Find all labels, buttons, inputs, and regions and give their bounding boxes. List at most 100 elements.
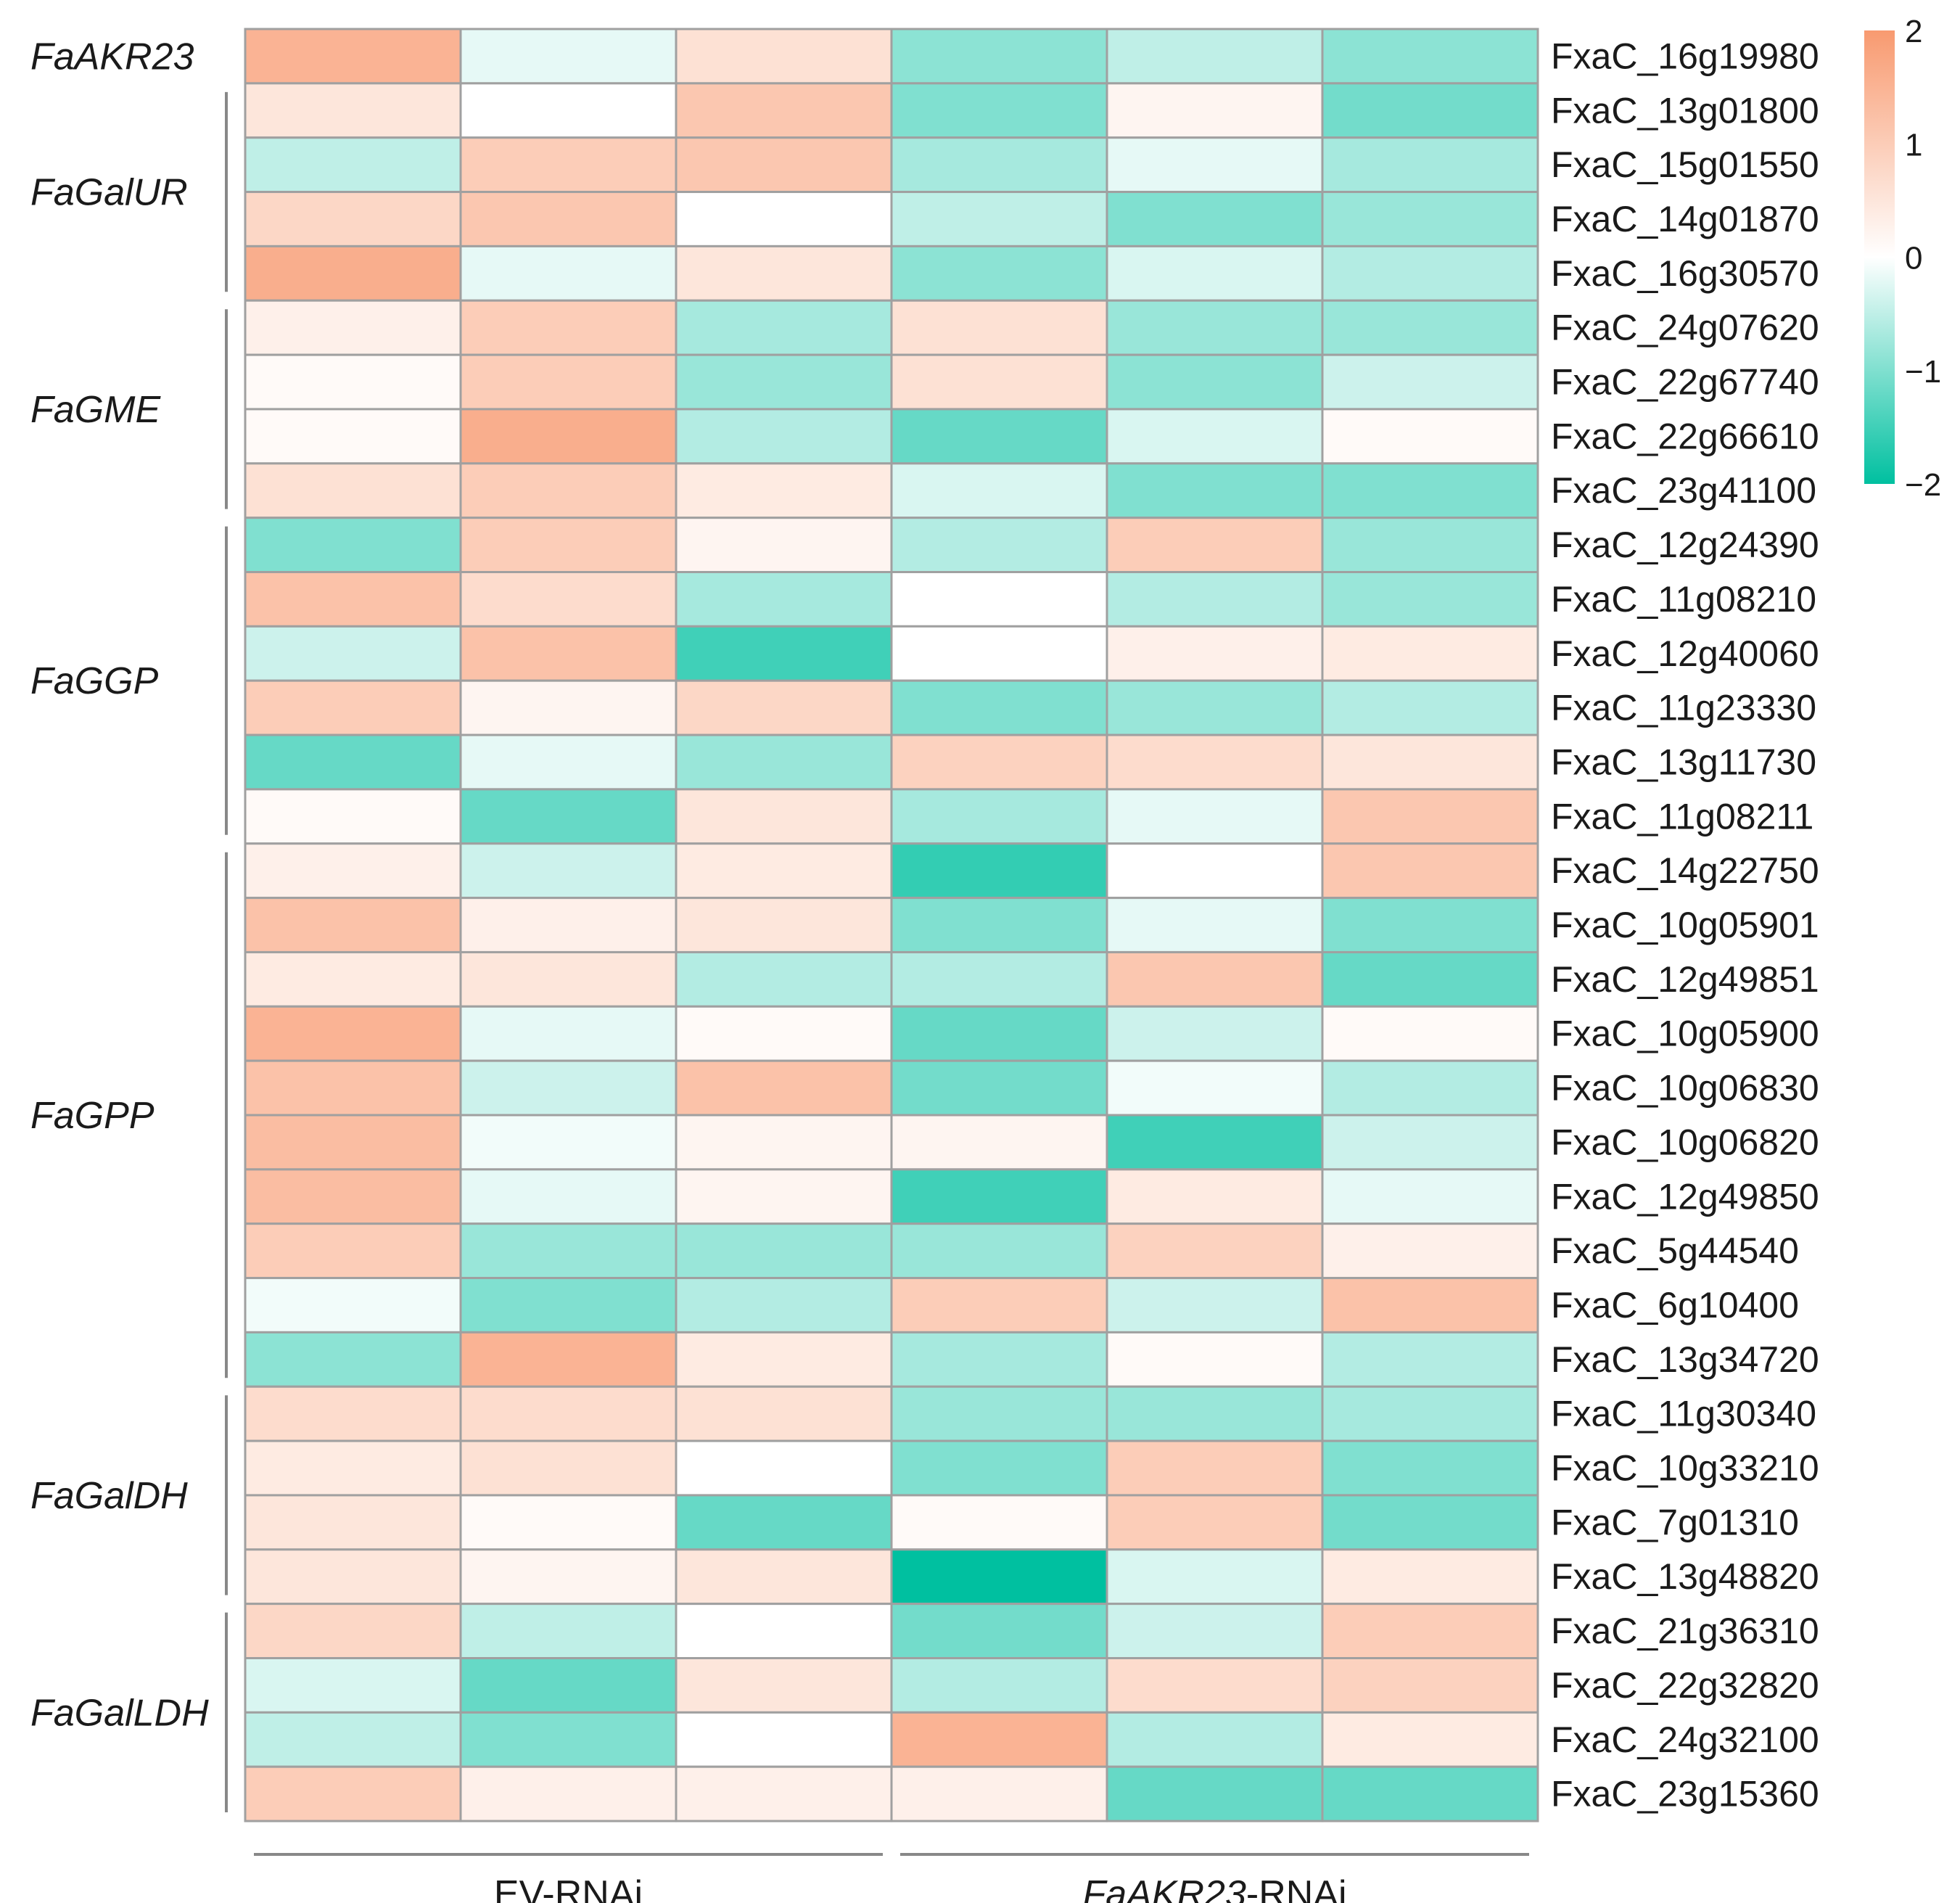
heatmap-cell: [1321, 299, 1539, 356]
heatmap-cell: [1321, 1222, 1539, 1280]
row-label: FxaC_13g48820: [1551, 1556, 1819, 1597]
heatmap-cell: [1321, 1059, 1539, 1117]
row-group-labels: FaAKR23 FaGalUR FaGME FaGGP FaGPP FaGalDH FaGa…: [30, 36, 228, 1813]
heatmap-cell: [459, 299, 678, 356]
row-label: FxaC_21g36310: [1551, 1611, 1819, 1651]
row-label: FxaC_12g49850: [1551, 1176, 1819, 1217]
heatmap-cell: [1105, 1494, 1324, 1551]
heatmap-cell: [244, 571, 462, 628]
heatmap-cell: [459, 1114, 678, 1171]
row-label: FxaC_11g30340: [1551, 1394, 1816, 1434]
legend-tick-label: 0: [1905, 241, 1922, 276]
heatmap-cell: [1321, 571, 1539, 628]
heatmap-cell: [244, 1331, 462, 1388]
heatmap-cell: [675, 82, 893, 139]
heatmap-cell: [459, 82, 678, 139]
heatmap-cell: [675, 1548, 893, 1606]
heatmap-cell: [890, 82, 1108, 139]
row-label: FxaC_24g32100: [1551, 1719, 1819, 1760]
legend-tick-label: −2: [1905, 467, 1941, 503]
heatmap-cell: [244, 517, 462, 574]
heatmap-cell: [675, 517, 893, 574]
heatmap-cell: [244, 462, 462, 519]
row-group-label: FaGalDH: [30, 1475, 188, 1517]
color-legend: 2 1 0 −1 −2: [1864, 14, 1941, 503]
heatmap-cell: [1105, 571, 1324, 628]
heatmap-cell: [244, 679, 462, 736]
heatmap-cell: [1321, 950, 1539, 1008]
heatmap-cell: [1105, 1114, 1324, 1171]
row-label: FxaC_6g10400: [1551, 1285, 1799, 1325]
row-label: FxaC_16g30570: [1551, 253, 1819, 294]
heatmap-cell: [244, 1439, 462, 1497]
heatmap-cell: [459, 842, 678, 900]
heatmap-cell: [244, 1385, 462, 1442]
row-label: FxaC_10g05901: [1551, 905, 1819, 945]
heatmap-cell: [890, 408, 1108, 465]
row-label: FxaC_10g06830: [1551, 1068, 1819, 1109]
heatmap-cell: [890, 1711, 1108, 1768]
heatmap-cell: [890, 1494, 1108, 1551]
heatmap-cell: [675, 28, 893, 85]
heatmap-cell: [890, 733, 1108, 791]
row-label: FxaC_22g66610: [1551, 416, 1819, 456]
heatmap-cell: [459, 1385, 678, 1442]
row-label: FxaC_10g05900: [1551, 1014, 1819, 1054]
heatmap-cell: [1105, 1059, 1324, 1117]
heatmap-cell: [890, 1005, 1108, 1062]
heatmap-cell: [1105, 28, 1324, 85]
heatmap-cell: [1105, 299, 1324, 356]
heatmap-cell: [675, 1385, 893, 1442]
heatmap-cells: [244, 28, 1539, 1822]
heatmap-cell: [244, 1603, 462, 1659]
heatmap-cell: [459, 1059, 678, 1117]
heatmap-cell: [1105, 897, 1324, 953]
heatmap-cell: [890, 462, 1108, 519]
heatmap-cell: [1105, 1385, 1324, 1442]
heatmap-cell: [244, 1657, 462, 1714]
heatmap-cell: [890, 950, 1108, 1008]
heatmap-cell: [459, 517, 678, 574]
heatmap-cell: [1105, 1603, 1324, 1659]
heatmap-cell: [1321, 788, 1539, 845]
heatmap-cell: [244, 950, 462, 1008]
heatmap-cell: [1105, 244, 1324, 302]
heatmap-cell: [675, 897, 893, 953]
heatmap-cell: [244, 82, 462, 139]
heatmap-cell: [1321, 82, 1539, 139]
row-label: FxaC_13g34720: [1551, 1339, 1819, 1380]
heatmap-cell: [1321, 462, 1539, 519]
heatmap-cell: [459, 1657, 678, 1714]
heatmap-cell: [675, 1765, 893, 1822]
heatmap-cell: [244, 1765, 462, 1822]
heatmap-cell: [1321, 1005, 1539, 1062]
row-label: FxaC_24g07620: [1551, 308, 1819, 348]
heatmap-cell: [1321, 28, 1539, 85]
heatmap-cell: [890, 1277, 1108, 1333]
heatmap-cell: [1321, 136, 1539, 194]
heatmap-cell: [1321, 1331, 1539, 1388]
heatmap-cell: [675, 408, 893, 465]
heatmap-cell: [459, 571, 678, 628]
heatmap-cell: [244, 28, 462, 85]
heatmap-cell: [1321, 679, 1539, 736]
heatmap-cell: [459, 28, 678, 85]
heatmap-cell: [890, 1657, 1108, 1714]
heatmap-cell: [244, 1277, 462, 1333]
heatmap-cell: [675, 353, 893, 411]
heatmap-cell: [459, 1168, 678, 1225]
heatmap-cell: [1321, 244, 1539, 302]
heatmap-cell: [459, 950, 678, 1008]
row-label: FxaC_11g23330: [1551, 688, 1816, 728]
heatmap-cell: [244, 1059, 462, 1117]
heatmap-cell: [890, 1385, 1108, 1442]
heatmap-cell: [675, 1439, 893, 1497]
heatmap-cell: [1321, 1657, 1539, 1714]
heatmap-cell: [890, 517, 1108, 574]
heatmap-cell: [1321, 733, 1539, 791]
heatmap-cell: [675, 191, 893, 247]
heatmap-cell: [1321, 1277, 1539, 1333]
heatmap-cell: [244, 191, 462, 247]
heatmap-cell: [675, 244, 893, 302]
row-group-label: FaAKR23: [30, 36, 194, 78]
